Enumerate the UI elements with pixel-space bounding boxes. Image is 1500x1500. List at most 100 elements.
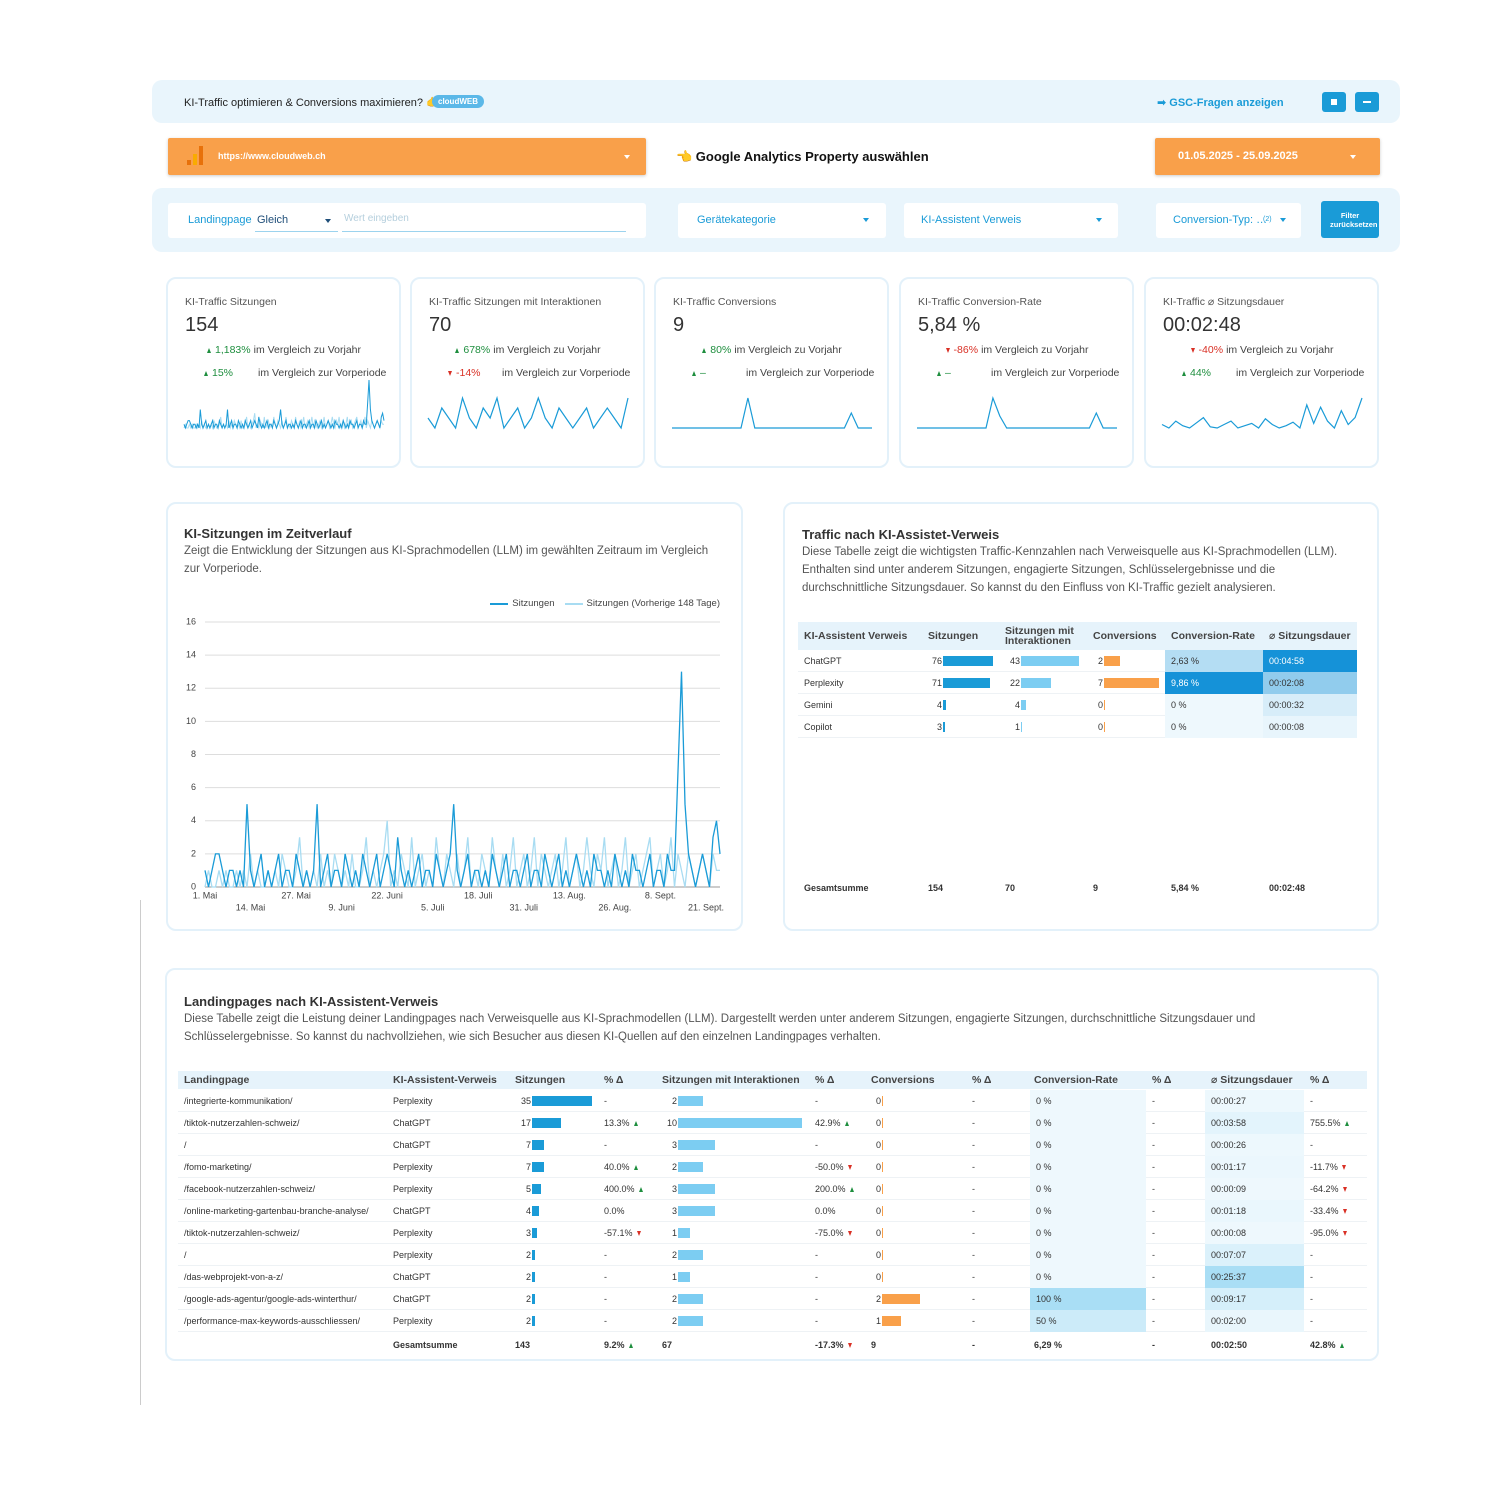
column-header[interactable]: % Δ <box>815 1074 835 1086</box>
column-header[interactable]: ⌀ Sitzungsdauer <box>1211 1074 1293 1086</box>
conversion-type-filter[interactable]: Conversion-Typ: … (2) <box>1156 203 1301 238</box>
cell-text: ChatGPT <box>393 1118 431 1128</box>
cell-value: 0 <box>875 1206 881 1216</box>
delta-value: - <box>1152 1294 1155 1304</box>
column-header[interactable]: Conversion-Rate <box>1171 630 1256 642</box>
table-header-bg <box>798 622 1357 650</box>
trend-arrow <box>937 370 941 376</box>
gsc-link[interactable]: ➡ GSC-Fragen anzeigen <box>1157 97 1284 109</box>
cell-value: 5 <box>525 1184 531 1194</box>
y-tick-label: 12 <box>186 683 196 693</box>
share-button[interactable] <box>1355 92 1379 112</box>
column-header[interactable]: Sitzungen mit Interaktionen <box>662 1074 800 1086</box>
column-header[interactable]: % Δ <box>972 1074 992 1086</box>
column-header[interactable]: % Δ <box>604 1074 624 1086</box>
delta-cell: 9.2% <box>604 1337 664 1353</box>
column-header[interactable]: Landingpage <box>184 1074 250 1086</box>
table-description: Diese Tabelle zeigt die Leistung deiner … <box>184 1013 1256 1043</box>
delta-cell: -17.3% <box>815 1337 875 1353</box>
cell-value: 1 <box>671 1272 677 1282</box>
delta-cell: 400.0% <box>604 1178 664 1200</box>
column-header[interactable]: Sitzungen <box>928 630 979 642</box>
delta-value: 13.3% <box>604 1118 630 1128</box>
bar <box>678 1250 703 1260</box>
row-separator <box>178 1221 1367 1222</box>
reset-button[interactable]: Filter zurücksetzen <box>1321 201 1379 238</box>
column-header[interactable]: % Δ <box>1152 1074 1172 1086</box>
bar <box>882 1118 883 1128</box>
cell-value: 7 <box>525 1162 531 1172</box>
heat-cell: 00:09:17 <box>1205 1288 1304 1310</box>
delta-cell: - <box>1152 1310 1212 1332</box>
bar <box>1021 700 1027 710</box>
column-header[interactable]: Conversion-Rate <box>1034 1074 1119 1086</box>
kpi-title: KI-Traffic ⌀ Sitzungsdauer <box>1163 296 1285 308</box>
cell-text: 00:02:48 <box>1269 883 1306 893</box>
cell-text: /das-webprojekt-von-a-z/ <box>184 1272 284 1282</box>
delta-cell: 42.9% <box>815 1112 875 1134</box>
cell-text: 5,84 % <box>1171 883 1200 893</box>
operator-dropdown[interactable]: Gleich <box>255 207 338 232</box>
x-tick-label: 26. Aug. <box>598 902 631 912</box>
kpi-compare: – im Vergleich zur Vorperiode <box>937 367 1132 379</box>
export-button[interactable] <box>1322 92 1346 112</box>
kpi-title: KI-Traffic Conversion-Rate <box>918 296 1042 308</box>
column-header[interactable]: Sitzungen mit Interaktionen <box>1005 625 1074 647</box>
delta-cell: - <box>815 1244 875 1266</box>
cell-text: /fomo-marketing/ <box>184 1162 252 1172</box>
kpi-compare-label: im Vergleich zu Vorjahr <box>493 344 601 356</box>
trend-arrow <box>844 1120 849 1126</box>
device-filter[interactable]: Gerätekategorie <box>678 203 886 238</box>
cell-text: /tiktok-nutzerzahlen-schweiz/ <box>184 1118 300 1128</box>
header-bar <box>152 80 1400 123</box>
x-tick-label: 9. Juni <box>328 902 355 912</box>
x-tick-label: 31. Juli <box>510 902 539 912</box>
kpi-title: KI-Traffic Sitzungen <box>185 296 277 308</box>
delta-cell: - <box>972 1266 1032 1288</box>
bar <box>678 1294 703 1304</box>
column-header[interactable]: Sitzungen <box>515 1074 566 1086</box>
column-header[interactable]: KI-Assistent Verweis <box>804 630 908 642</box>
delta-value: - <box>815 1250 818 1260</box>
trend-arrow <box>692 370 696 376</box>
cell-text: ChatGPT <box>393 1294 431 1304</box>
value-input[interactable]: Wert eingeben <box>342 207 626 232</box>
delta-value: - <box>1152 1340 1155 1350</box>
delta-value: -64.2% <box>1310 1184 1339 1194</box>
delta-value: - <box>604 1250 607 1260</box>
assistant-filter[interactable]: KI-Assistent Verweis <box>904 203 1118 238</box>
column-header[interactable]: ⌀ Sitzungsdauer <box>1269 630 1351 642</box>
column-header[interactable]: % Δ <box>1310 1074 1330 1086</box>
cell-value: 22 <box>1009 678 1020 688</box>
column-header[interactable]: Conversions <box>1093 630 1157 642</box>
trend-arrow <box>206 347 211 353</box>
cell-text: Copilot <box>804 722 833 732</box>
heat-cell: 00:02:08 <box>1263 672 1357 694</box>
heat-cell: 0 % <box>1030 1266 1146 1288</box>
bar <box>532 1272 536 1282</box>
y-tick-label: 10 <box>186 716 196 726</box>
trend-arrow <box>1342 1230 1347 1236</box>
property-dropdown[interactable]: https://www.cloudweb.ch <box>168 138 646 175</box>
kpi-value: 5,84 % <box>918 314 981 336</box>
delta-cell: - <box>972 1178 1032 1200</box>
column-header[interactable]: KI-Assistent-Verweis <box>393 1074 497 1086</box>
x-tick-label: 18. Juli <box>464 890 493 900</box>
cell-value: 10 <box>666 1118 677 1128</box>
cell-value: 1 <box>671 1228 677 1238</box>
delta-value: 40.0% <box>604 1162 630 1172</box>
delta-value: 400.0% <box>604 1184 635 1194</box>
bar <box>882 1250 883 1260</box>
heat-cell: 00:00:09 <box>1205 1178 1304 1200</box>
trend-arrow <box>945 347 950 353</box>
logo[interactable]: cloudWEB <box>432 95 484 108</box>
column-header[interactable]: Conversions <box>871 1074 935 1086</box>
cell-value: 2 <box>525 1250 531 1260</box>
filter-label: Gerätekategorie <box>697 214 776 226</box>
y-tick-label: 16 <box>186 616 196 626</box>
x-tick-label: 21. Sept. <box>688 902 724 912</box>
date-range-dropdown[interactable]: 01.05.2025 - 25.09.2025 <box>1155 138 1380 175</box>
heat-cell: 00:03:58 <box>1205 1112 1304 1134</box>
delta-cell: -50.0% <box>815 1156 875 1178</box>
